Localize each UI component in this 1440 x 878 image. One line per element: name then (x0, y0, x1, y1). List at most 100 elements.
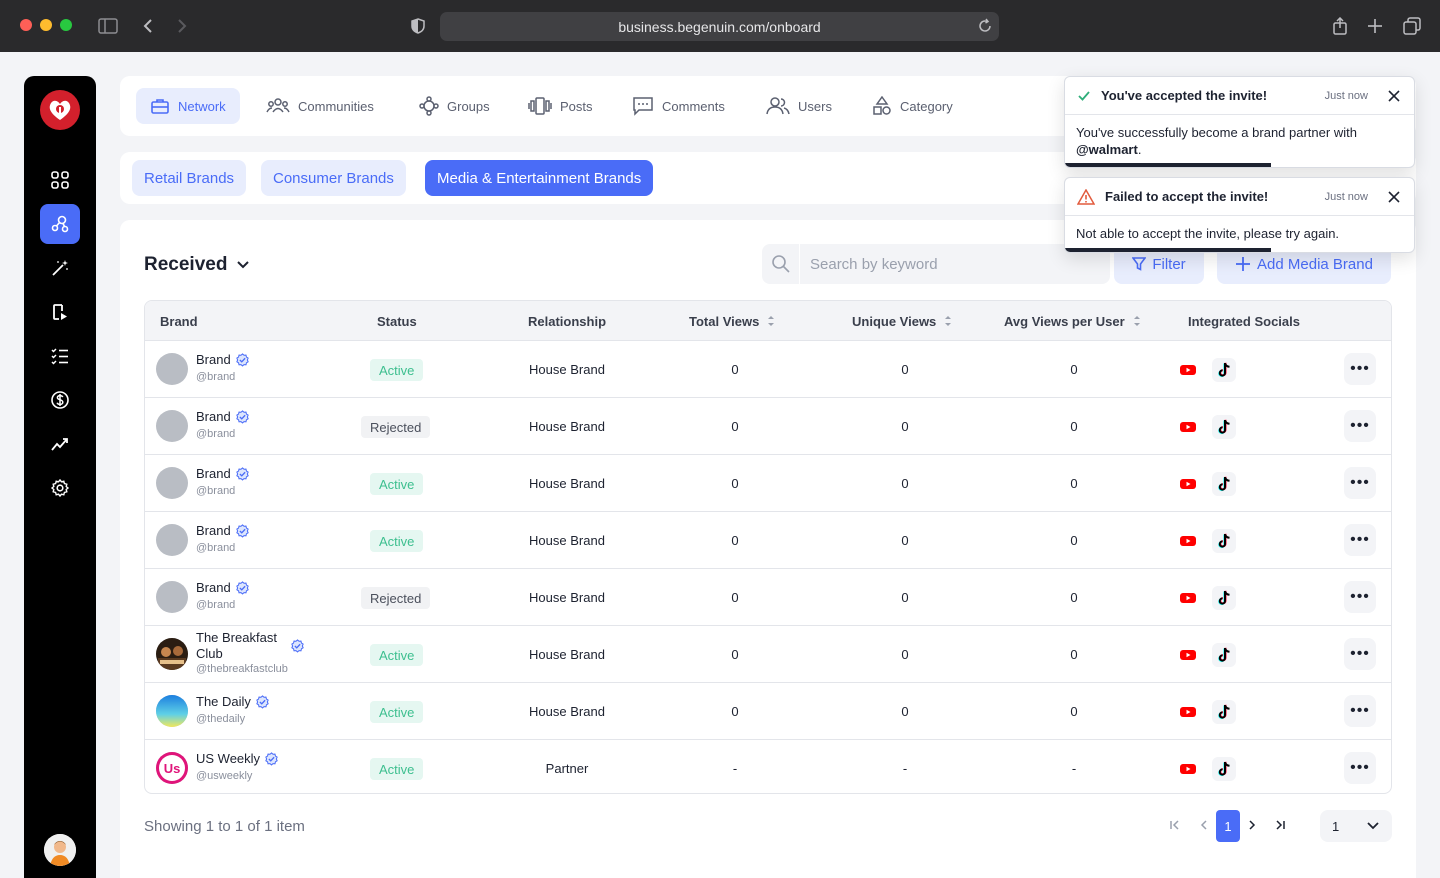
youtube-icon[interactable] (1176, 757, 1200, 781)
url-bar[interactable]: business.begenuin.com/onboard (440, 12, 999, 41)
checklist-icon[interactable] (40, 336, 80, 376)
avg-views-cell: 0 (1070, 419, 1078, 434)
search-input[interactable] (810, 255, 1090, 273)
close-icon[interactable] (1386, 189, 1402, 205)
share-icon[interactable] (1328, 14, 1352, 38)
relationship-cell: House Brand (529, 533, 605, 548)
youtube-icon[interactable] (1176, 643, 1200, 667)
avg-views-cell: 0 (1070, 704, 1078, 719)
youtube-icon[interactable] (1176, 700, 1200, 724)
grid-icon[interactable] (40, 160, 80, 200)
tiktok-icon[interactable] (1212, 643, 1236, 667)
magic-wand-icon[interactable] (40, 248, 80, 288)
tab-comments[interactable]: Comments (618, 88, 739, 124)
sidebar (24, 76, 96, 878)
more-options-button[interactable]: ••• (1344, 695, 1376, 727)
brand-name[interactable]: Brand (196, 580, 250, 596)
more-options-button[interactable]: ••• (1344, 353, 1376, 385)
youtube-icon[interactable] (1176, 586, 1200, 610)
page-number-button[interactable]: 1 (1216, 810, 1240, 842)
header-avg-views[interactable]: Avg Views per User (1004, 301, 1141, 341)
tab-posts[interactable]: Posts (514, 88, 607, 124)
tiktok-icon[interactable] (1212, 358, 1236, 382)
chip-consumer-brands[interactable]: Consumer Brands (261, 160, 406, 196)
forward-icon[interactable] (170, 14, 194, 38)
user-avatar[interactable] (44, 834, 76, 866)
brand-name[interactable]: Brand (196, 352, 250, 368)
table-row[interactable]: The Daily @thedaily Active House Brand 0 0 0 ••… (145, 683, 1391, 740)
prev-page-button[interactable] (1192, 810, 1216, 840)
app-logo[interactable] (40, 90, 80, 130)
more-options-button[interactable]: ••• (1344, 638, 1376, 670)
relationship-cell: House Brand (529, 362, 605, 377)
youtube-icon[interactable] (1176, 472, 1200, 496)
table-row[interactable]: Us US Weekly @usweekly Active Partner - - - ••• (145, 740, 1391, 793)
dollar-icon[interactable] (40, 380, 80, 420)
brand-name[interactable]: The Breakfast Club (196, 630, 316, 662)
tabs-overview-icon[interactable] (1400, 14, 1424, 38)
tab-communities[interactable]: Communities (252, 88, 388, 124)
header-total-views[interactable]: Total Views (689, 301, 775, 341)
tiktok-icon[interactable] (1212, 586, 1236, 610)
new-tab-icon[interactable] (1363, 14, 1387, 38)
tab-network[interactable]: Network (136, 88, 240, 124)
chip-retail-brands[interactable]: Retail Brands (132, 160, 247, 196)
avg-views-cell: - (1071, 761, 1077, 776)
received-dropdown[interactable]: Received (144, 254, 251, 276)
gear-icon[interactable] (40, 468, 80, 508)
youtube-icon[interactable] (1176, 358, 1200, 382)
tiktok-icon[interactable] (1212, 700, 1236, 724)
more-options-button[interactable]: ••• (1344, 752, 1376, 784)
table-row[interactable]: Brand @brand Active House Brand 0 0 0 ••• (145, 455, 1391, 512)
header-unique-views[interactable]: Unique Views (852, 301, 952, 341)
table-row[interactable]: Brand @brand Active House Brand 0 0 0 ••• (145, 341, 1391, 398)
chip-media-entertainment-brands[interactable]: Media & Entertainment Brands (425, 160, 654, 196)
analytics-icon[interactable] (40, 424, 80, 464)
table-row[interactable]: Brand @brand Rejected House Brand 0 0 0 ••• (145, 398, 1391, 455)
brand-name[interactable]: Brand (196, 466, 250, 482)
youtube-icon[interactable] (1176, 415, 1200, 439)
window-minimize-button[interactable] (40, 19, 52, 31)
tiktok-icon[interactable] (1212, 529, 1236, 553)
next-page-button[interactable] (1240, 810, 1264, 840)
network-icon[interactable] (40, 204, 80, 244)
back-icon[interactable] (136, 14, 160, 38)
reload-icon[interactable] (977, 18, 993, 34)
more-options-button[interactable]: ••• (1344, 410, 1376, 442)
tiktok-icon[interactable] (1212, 472, 1236, 496)
more-options-button[interactable]: ••• (1344, 524, 1376, 556)
header-status: Status (377, 313, 417, 329)
window-zoom-button[interactable] (60, 19, 72, 31)
youtube-icon[interactable] (1176, 529, 1200, 553)
table-row[interactable]: Brand @brand Active House Brand 0 0 0 ••• (145, 512, 1391, 569)
close-icon[interactable] (1386, 88, 1402, 104)
tiktok-icon[interactable] (1212, 757, 1236, 781)
sidebar-toggle-icon[interactable] (96, 14, 120, 38)
relationship-cell: House Brand (529, 476, 605, 491)
first-page-button[interactable] (1160, 810, 1190, 840)
video-play-icon[interactable] (40, 292, 80, 332)
brand-name[interactable]: US Weekly (196, 751, 279, 767)
page-size-select[interactable]: 1 (1320, 810, 1392, 842)
total-views-cell: - (732, 761, 738, 776)
shield-icon[interactable] (406, 14, 430, 38)
avg-views-cell: 0 (1070, 362, 1078, 377)
tab-users[interactable]: Users (752, 88, 846, 124)
last-page-button[interactable] (1266, 810, 1294, 840)
brand-name[interactable]: Brand (196, 409, 250, 425)
brand-name[interactable]: Brand (196, 523, 250, 539)
window-close-button[interactable] (20, 19, 32, 31)
sort-icon (768, 316, 775, 326)
brand-name-text: Brand (196, 580, 231, 595)
tiktok-icon[interactable] (1212, 415, 1236, 439)
tab-groups[interactable]: Groups (405, 88, 504, 124)
tab-category[interactable]: Category (858, 88, 967, 124)
unique-views-cell: 0 (901, 533, 909, 548)
received-label: Received (144, 254, 228, 275)
table-row[interactable]: The Breakfast Club @thebreakfastclub Activ… (145, 626, 1391, 683)
more-options-button[interactable]: ••• (1344, 581, 1376, 613)
brand-name[interactable]: The Daily (196, 694, 270, 710)
brand-avatar (156, 467, 188, 499)
table-row[interactable]: Brand @brand Rejected House Brand 0 0 0 ••• (145, 569, 1391, 626)
more-options-button[interactable]: ••• (1344, 467, 1376, 499)
